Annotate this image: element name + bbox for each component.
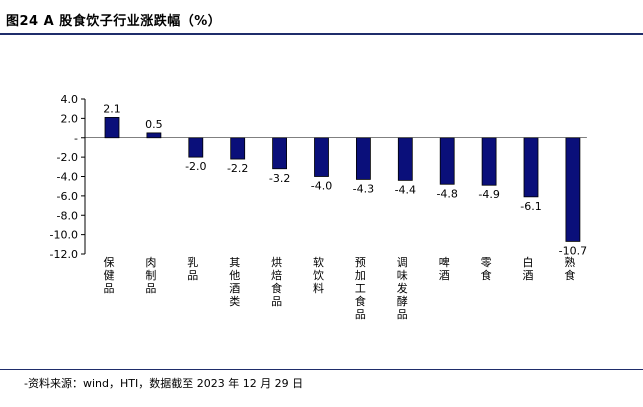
bar — [230, 137, 246, 160]
category-label: 烘焙食品 — [271, 255, 282, 308]
category-label: 肉制品 — [145, 256, 156, 295]
value-label: -4.4 — [395, 183, 416, 196]
y-tick-label: -10.0 — [50, 229, 78, 242]
value-label: -4.3 — [353, 182, 374, 195]
bar — [314, 137, 329, 177]
value-label: 0.5 — [145, 118, 163, 131]
value-label: -2.0 — [185, 160, 206, 173]
bar — [481, 137, 497, 186]
bar-chart: 4.0 2.0 - -2.0 -4.0 -6.0 -8.0 -10.0 -12.0 2.1 保健品 0… — [50, 93, 588, 321]
value-label: 2.1 — [103, 102, 121, 115]
bar — [146, 132, 162, 139]
value-label: -4.9 — [478, 188, 499, 201]
chart-title: 图24 A 股食饮子行业涨跌幅（%） — [6, 14, 222, 29]
y-tick-label: -8.0 — [57, 209, 78, 222]
value-label: -10.7 — [559, 244, 587, 257]
top-rule — [0, 33, 643, 35]
category-label: 啤酒 — [439, 255, 450, 282]
category-label: 软饮料 — [313, 255, 324, 295]
value-label: -4.8 — [436, 187, 457, 200]
bar — [397, 137, 413, 181]
y-tick-label: - — [74, 132, 78, 145]
bar — [565, 137, 581, 242]
y-tick-label: -12.0 — [50, 248, 78, 261]
category-label: 其他酒类 — [229, 256, 240, 308]
category-label: 零食 — [481, 256, 492, 282]
value-label: -2.2 — [227, 162, 248, 175]
category-label: 保健品 — [104, 255, 115, 295]
source-note: -资料来源：wind，HTI，数据截至 2023 年 12 月 29 日 — [24, 377, 304, 390]
y-tick-label: 4.0 — [61, 93, 79, 106]
value-label: -6.1 — [520, 200, 541, 213]
category-label: 熟食 — [564, 255, 575, 282]
category-label: 调味发酵品 — [397, 256, 408, 321]
bar — [523, 137, 539, 198]
y-tick-label: -6.0 — [57, 190, 78, 203]
y-tick-label: -2.0 — [57, 151, 78, 164]
value-label: -4.0 — [311, 180, 332, 193]
value-label: -3.2 — [269, 172, 290, 185]
y-tick-label: 2.0 — [61, 112, 79, 125]
y-tick-label: -4.0 — [57, 171, 78, 184]
category-label: 预加工食品 — [355, 256, 366, 321]
bar — [104, 117, 120, 139]
bar — [439, 137, 455, 185]
bar — [272, 137, 288, 170]
category-label: 白酒 — [523, 255, 534, 282]
bar — [188, 137, 204, 158]
bar — [355, 137, 371, 180]
category-label: 乳品 — [187, 256, 198, 282]
bottom-rule — [0, 369, 643, 370]
